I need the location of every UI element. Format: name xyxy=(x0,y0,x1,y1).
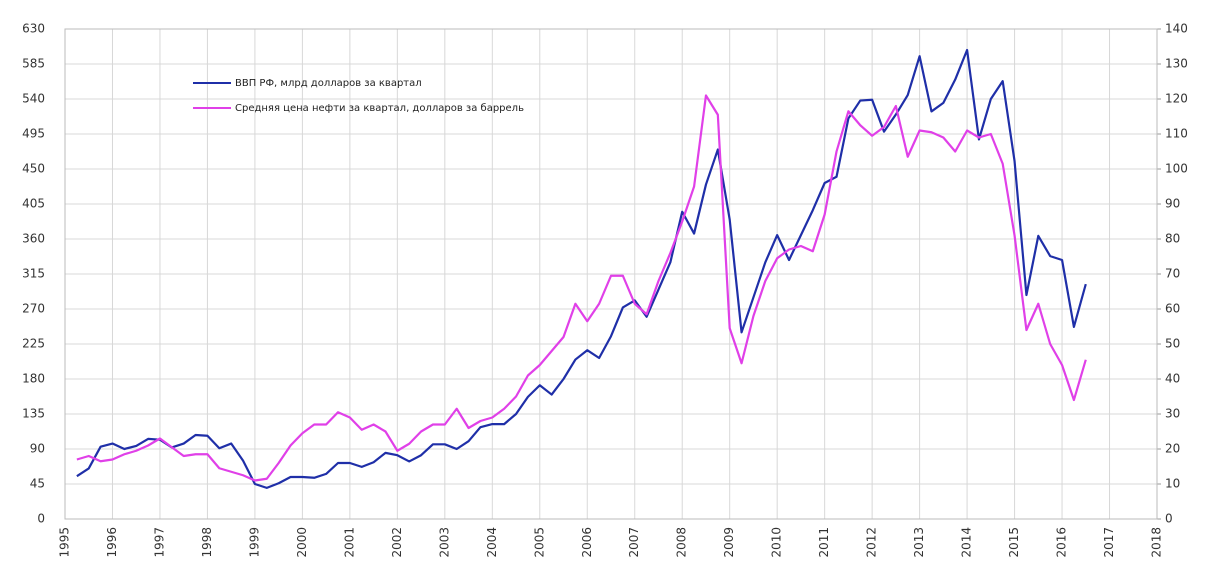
y2-tick-label: 50 xyxy=(1165,337,1180,351)
x-tick-label: 2000 xyxy=(295,527,309,558)
y-tick-label: 540 xyxy=(22,92,45,106)
x-tick-label: 2015 xyxy=(1007,527,1021,558)
y2-tick-label: 100 xyxy=(1165,162,1188,176)
y-tick-label: 0 xyxy=(37,512,45,526)
y2-tick-label: 130 xyxy=(1165,57,1188,71)
x-tick-label: 2018 xyxy=(1150,527,1164,558)
y2-tick-label: 110 xyxy=(1165,127,1188,141)
y2-tick-label: 20 xyxy=(1165,442,1180,456)
x-tick-label: 2008 xyxy=(675,527,689,558)
y-tick-label: 225 xyxy=(22,337,45,351)
y-tick-label: 270 xyxy=(22,302,45,316)
y2-tick-label: 10 xyxy=(1165,477,1180,491)
y-tick-label: 630 xyxy=(22,22,45,36)
y-tick-label: 495 xyxy=(22,127,45,141)
x-tick-label: 2017 xyxy=(1102,527,1116,558)
y-tick-label: 45 xyxy=(30,477,45,491)
x-tick-label: 2013 xyxy=(912,527,926,558)
y2-tick-label: 140 xyxy=(1165,22,1188,36)
y-tick-label: 450 xyxy=(22,162,45,176)
x-tick-label: 1998 xyxy=(200,527,214,558)
y2-tick-label: 90 xyxy=(1165,197,1180,211)
y2-tick-label: 70 xyxy=(1165,267,1180,281)
y-tick-label: 315 xyxy=(22,267,45,281)
y2-tick-label: 120 xyxy=(1165,92,1188,106)
x-tick-label: 2014 xyxy=(960,527,974,558)
y-tick-label: 360 xyxy=(22,232,45,246)
y2-tick-label: 30 xyxy=(1165,407,1180,421)
x-tick-label: 2007 xyxy=(627,527,641,558)
x-tick-label: 2001 xyxy=(342,527,356,558)
y-tick-label: 405 xyxy=(22,197,45,211)
y2-tick-label: 0 xyxy=(1165,512,1173,526)
legend-label: Средняя цена нефти за квартал, долларов … xyxy=(235,103,524,114)
x-tick-label: 2005 xyxy=(532,527,546,558)
y2-tick-label: 80 xyxy=(1165,232,1180,246)
series-line xyxy=(76,94,1087,482)
x-tick-label: 2002 xyxy=(390,527,404,558)
x-tick-label: 1995 xyxy=(58,527,72,558)
x-tick-label: 2010 xyxy=(770,527,784,558)
x-tick-label: 2004 xyxy=(485,527,499,558)
y2-tick-label: 40 xyxy=(1165,372,1180,386)
series-line xyxy=(76,48,1087,489)
plot-frame xyxy=(64,28,1158,520)
y2-tick-label: 60 xyxy=(1165,302,1180,316)
x-tick-label: 1996 xyxy=(105,527,119,558)
y-tick-label: 585 xyxy=(22,57,45,71)
legend-label: ВВП РФ, млрд долларов за квартал xyxy=(235,78,422,89)
y-tick-label: 135 xyxy=(22,407,45,421)
x-tick-label: 2009 xyxy=(722,527,736,558)
x-tick-label: 2012 xyxy=(865,527,879,558)
x-tick-label: 2003 xyxy=(437,527,451,558)
x-tick-label: 2016 xyxy=(1055,527,1069,558)
x-tick-label: 1997 xyxy=(152,527,166,558)
x-tick-label: 2006 xyxy=(580,527,594,558)
x-tick-label: 2011 xyxy=(817,527,831,558)
x-tick-label: 1999 xyxy=(247,527,261,558)
y-tick-label: 90 xyxy=(30,442,45,456)
y-tick-label: 180 xyxy=(22,372,45,386)
